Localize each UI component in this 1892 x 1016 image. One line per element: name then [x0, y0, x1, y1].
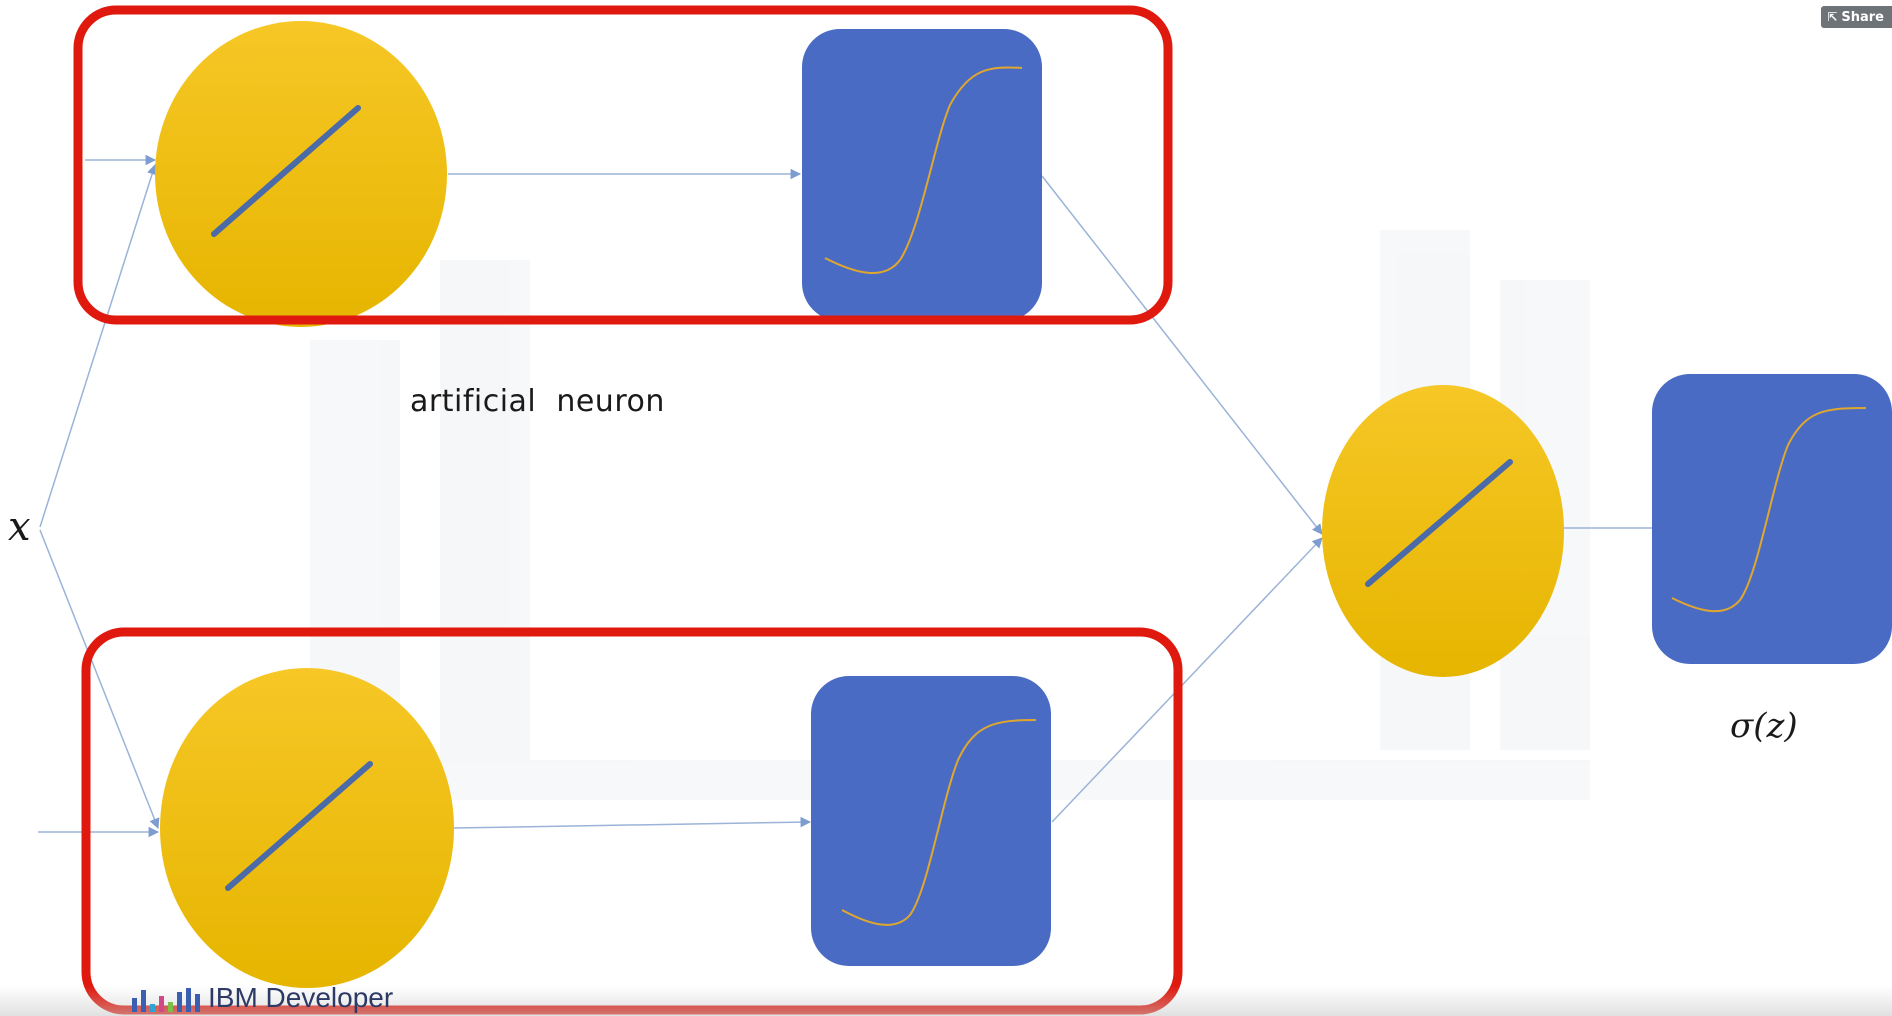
output-activation-node: [1652, 374, 1892, 664]
output-linear-icon: [1365, 459, 1513, 587]
bottom-neuron: [81, 627, 1183, 1015]
x-to-top-neuron: [39, 163, 158, 528]
share-label: Share: [1841, 9, 1884, 25]
share-icon: ⇱: [1827, 10, 1838, 24]
brand-text: IBM Developer: [208, 982, 394, 1013]
top-sigmoid-icon: [824, 66, 1023, 274]
x-to-bottom-neuron: [39, 529, 160, 829]
top-highlight-box: [73, 5, 1173, 325]
top-linear-icon: [211, 105, 361, 237]
output-linear-node: [1322, 385, 1564, 677]
top-neuron: [73, 5, 1173, 327]
artificial-neuron-label: artificial neuron: [410, 384, 665, 419]
sigma-output-label: σ(z): [1730, 706, 1798, 746]
bottom-activation-to-output: [1051, 537, 1323, 823]
video-bottom-fade: [0, 986, 1892, 1016]
top-linear-node: [155, 21, 447, 327]
bottom-sigmoid-icon: [841, 719, 1037, 926]
bottom-neuron-to-activation: [453, 816, 812, 829]
top-activation-to-output: [1041, 175, 1323, 535]
bottom-linear-icon: [225, 761, 373, 891]
ibm-developer-logo: IBM Developer: [132, 980, 393, 1016]
top-activation-node: [802, 29, 1042, 321]
share-button[interactable]: ⇱ Share: [1821, 6, 1892, 28]
bottom-linear-node: [160, 668, 454, 988]
input-x-label: x: [8, 504, 31, 550]
bottom-activation-node: [811, 676, 1051, 966]
ibm-logo-icon: [132, 980, 200, 1012]
connections: [38, 154, 1652, 838]
output-sigmoid-icon: [1671, 407, 1867, 613]
output-neuron: [1322, 374, 1892, 677]
